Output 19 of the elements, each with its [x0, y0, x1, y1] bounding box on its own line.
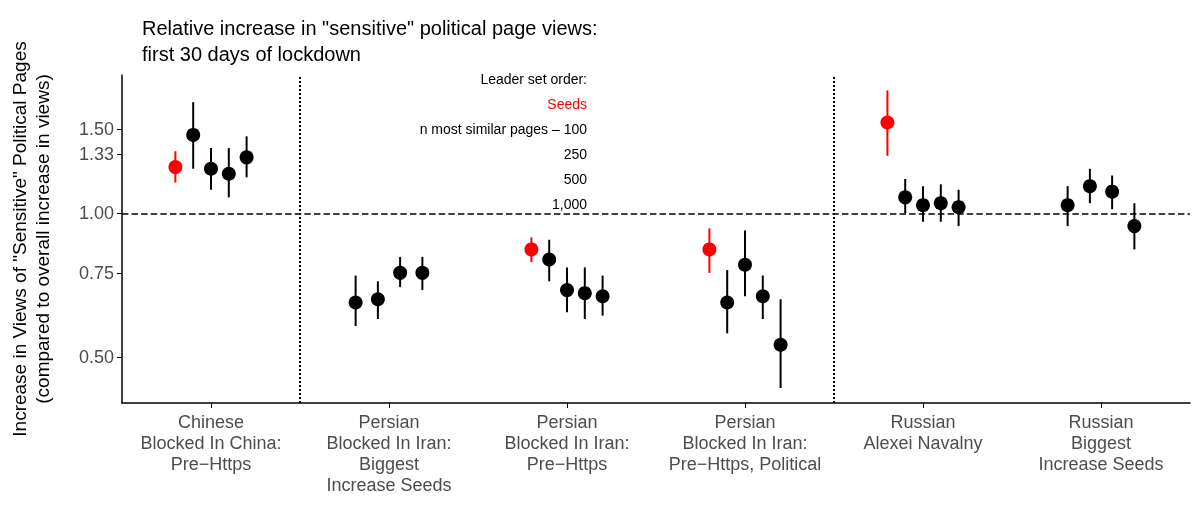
x-tick-label: Persian Blocked In Iran: Pre−Https, Political [668, 411, 822, 474]
x-tick-label: Persian Blocked In Iran: Pre−Https [504, 411, 630, 474]
y-tick-label: 0.50 [78, 346, 114, 367]
x-tick-label: Chinese Blocked In China: Pre−Https [140, 411, 282, 474]
chart-title: Relative increase in "sensitive" political page views: first 30 days of lockdown [142, 17, 598, 65]
x-tick-label: Persian Blocked In Iran: Biggest Increase Seeds [326, 411, 452, 495]
annotation: 1,000 [551, 196, 588, 212]
annotation: 500 [563, 171, 588, 187]
annotation: 250 [563, 146, 588, 162]
annotation: n most similar pages – 100 [419, 121, 588, 137]
y-tick-label: 1.50 [78, 119, 114, 140]
legend-title: Leader set order: [480, 71, 587, 87]
y-tick-label: 1.00 [78, 203, 114, 224]
y-tick-label: 0.75 [78, 262, 114, 283]
y-axis-title: Increase in Views of "Sensitive" Political Pages (compared to overall increase in views) [9, 41, 53, 437]
y-tick-label: 1.33 [78, 144, 114, 165]
x-tick-label: Russian Alexei Navalny [863, 411, 983, 453]
text: Seeds [547, 96, 588, 112]
x-tick-label: Russian Biggest Increase Seeds [1038, 411, 1164, 474]
